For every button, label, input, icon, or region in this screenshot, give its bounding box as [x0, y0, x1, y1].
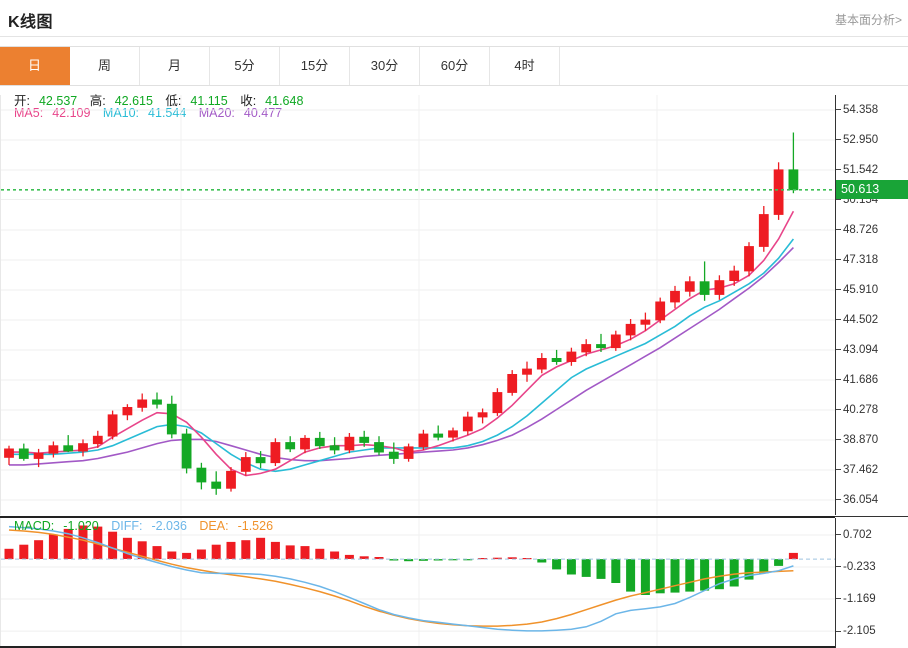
- fundamental-analysis-link[interactable]: 基本面分析>: [834, 13, 902, 27]
- price-tick-14: 36.054: [836, 493, 908, 507]
- high-value: 42.615: [114, 94, 153, 108]
- page-header: K线图 基本面分析>: [0, 0, 908, 37]
- macd-tick-0: 0.702: [836, 528, 908, 542]
- tick-dash-icon: [836, 229, 841, 231]
- macd-tick-2: -1.169: [836, 592, 908, 606]
- open-label: 开:: [14, 94, 30, 108]
- macd-value: -1.020: [63, 519, 99, 533]
- tick-dash-icon: [836, 566, 841, 568]
- tick-dash-icon: [836, 139, 841, 141]
- tab-4[interactable]: 15分: [280, 47, 350, 85]
- tick-dash-icon: [836, 349, 841, 351]
- open-value: 42.537: [38, 94, 78, 108]
- macd-separator: [0, 516, 835, 518]
- price-tick-8: 44.502: [836, 313, 908, 327]
- tick-dash-icon: [836, 319, 841, 321]
- macd-tick-1: -0.233: [836, 560, 908, 574]
- price-tick-0: 54.358: [836, 103, 908, 117]
- chart-bottom-edge: [0, 646, 835, 648]
- diff-label: DIFF:: [111, 519, 143, 533]
- tick-dash-icon: [836, 259, 841, 261]
- current-price-badge: 50.613: [836, 180, 908, 200]
- macd-tick-3: -2.105: [836, 624, 908, 638]
- low-label: 低:: [165, 94, 182, 108]
- tick-dash-icon: [836, 169, 841, 171]
- tick-dash-icon: [836, 469, 841, 471]
- price-axis: 54.358 52.950 51.542 50.613 50.154 48.726 47.3…: [835, 95, 908, 515]
- tabbar-filler: [560, 47, 908, 85]
- price-tick-1: 52.950: [836, 133, 908, 147]
- macd-label: MACD:: [14, 519, 55, 533]
- tick-dash-icon: [836, 409, 841, 411]
- tab-2[interactable]: 月: [140, 47, 210, 85]
- tick-dash-icon: [836, 379, 841, 381]
- price-tick-13: 37.462: [836, 463, 908, 477]
- macd-legend: MACD: -1.020 DIFF: -2.036 DEA: -1.526: [14, 519, 282, 533]
- price-tick-6: 47.318: [836, 253, 908, 267]
- price-tick-11: 40.278: [836, 403, 908, 417]
- tick-dash-icon: [836, 598, 841, 600]
- tab-0[interactable]: 日: [0, 47, 70, 85]
- header-divider: [0, 36, 908, 37]
- tab-6[interactable]: 60分: [420, 47, 490, 85]
- tick-dash-icon: [836, 499, 841, 501]
- tick-dash-icon: [836, 109, 841, 111]
- period-tabbar: 日周月 5分 15分 30分 60分 4时: [0, 46, 908, 86]
- price-tick-12: 38.870: [836, 433, 908, 447]
- candlestick-plot: [1, 95, 835, 515]
- price-tick-10: 41.686: [836, 373, 908, 387]
- high-label: 高:: [89, 94, 106, 108]
- macd-axis-top-edge: [835, 516, 908, 517]
- price-tick-5: 48.726: [836, 223, 908, 237]
- macd-chart[interactable]: [0, 518, 835, 648]
- dea-label: DEA:: [199, 519, 229, 533]
- macd-value-axis: 0.702 -0.233 -1.169 -2.105: [835, 518, 908, 648]
- candlestick-chart[interactable]: [0, 95, 835, 515]
- tab-5[interactable]: 30分: [350, 47, 420, 85]
- tick-dash-icon: [836, 439, 841, 441]
- tick-dash-icon: [836, 534, 841, 536]
- low-value: 41.115: [190, 94, 228, 108]
- price-tick-7: 45.910: [836, 283, 908, 297]
- tick-dash-icon: [836, 198, 841, 200]
- price-tick-9: 43.094: [836, 343, 908, 357]
- macd-plot: [1, 518, 835, 648]
- close-label: 收:: [240, 94, 257, 108]
- close-value: 41.648: [265, 94, 304, 108]
- ohlc-legend-row: 开: 42.537 高: 42.615 低: 41.115 收: 41.648: [14, 90, 312, 109]
- page-title: K线图: [8, 14, 54, 31]
- tab-7[interactable]: 4时: [490, 47, 560, 85]
- tab-3[interactable]: 5分: [210, 47, 280, 85]
- dea-value: -1.526: [237, 519, 274, 533]
- tick-dash-icon: [836, 289, 841, 291]
- price-tick-2: 51.542: [836, 163, 908, 177]
- diff-value: -2.036: [151, 519, 187, 533]
- tab-1[interactable]: 周: [70, 47, 140, 85]
- tick-dash-icon: [836, 630, 841, 632]
